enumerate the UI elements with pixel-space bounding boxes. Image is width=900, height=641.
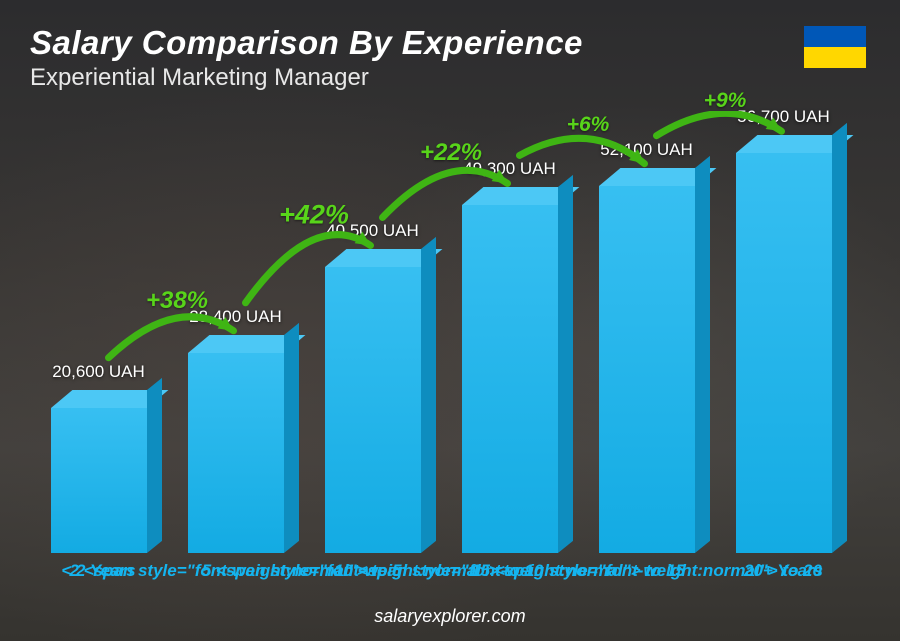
bar-front <box>325 267 421 553</box>
bar-x-label: 20+ Years <box>744 561 823 581</box>
bar-side <box>558 175 573 553</box>
bar-value-label: 40,500 UAH <box>326 221 419 241</box>
bar <box>325 267 421 553</box>
bar <box>188 353 284 553</box>
bar-front <box>462 205 558 553</box>
bar-front <box>599 186 695 553</box>
increase-pct: +6% <box>567 113 610 137</box>
bar <box>599 186 695 553</box>
bar-value-label: 20,600 UAH <box>52 362 145 382</box>
flag-icon <box>804 26 866 68</box>
bar-front <box>736 153 832 553</box>
bar-side <box>421 237 436 553</box>
bar-value-label: 52,100 UAH <box>600 140 693 160</box>
bar-chart: 20,600 UAH< 2 Years28,400 UAH2 <span sty… <box>30 111 852 581</box>
bar-front <box>188 353 284 553</box>
flag-top <box>804 26 866 47</box>
bar-side <box>147 378 162 553</box>
chart-container: Salary Comparison By Experience Experien… <box>0 0 900 641</box>
bar <box>736 153 832 553</box>
footer-credit: salaryexplorer.com <box>0 606 900 627</box>
bar <box>462 205 558 553</box>
bar-value-label: 56,700 UAH <box>737 107 830 127</box>
bar-front <box>51 408 147 553</box>
flag-bottom <box>804 47 866 68</box>
bar-side <box>832 123 847 553</box>
page-subtitle: Experiential Marketing Manager <box>30 64 870 92</box>
bar-side <box>284 323 299 553</box>
bar-value-label: 49,300 UAH <box>463 159 556 179</box>
bar <box>51 408 147 553</box>
bar-value-label: 28,400 UAH <box>189 307 282 327</box>
page-title: Salary Comparison By Experience <box>30 24 870 62</box>
bar-side <box>695 156 710 553</box>
